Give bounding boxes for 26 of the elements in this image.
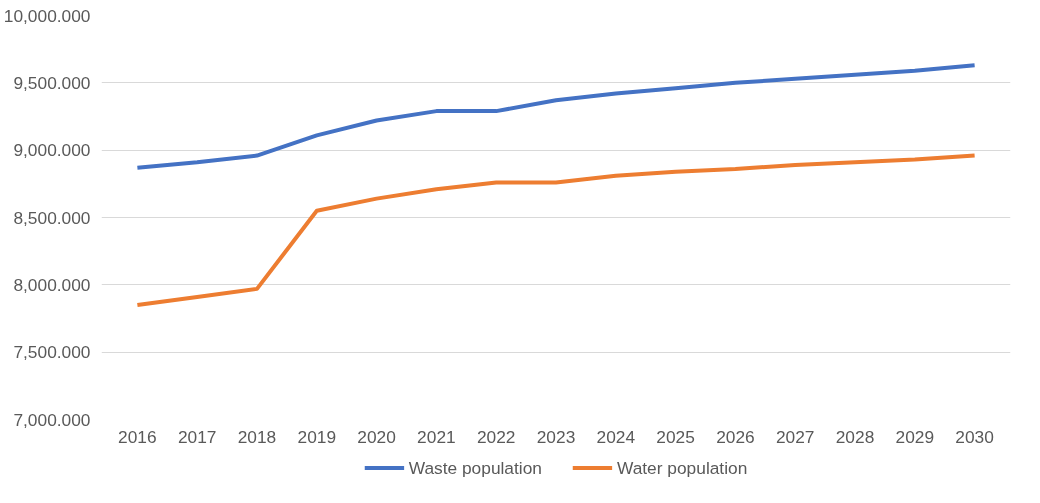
x-tick-label: 2027 (775, 426, 815, 447)
line-series (135, 153, 977, 308)
line-series (135, 63, 977, 170)
x-tick-label: 2023 (536, 426, 576, 447)
x-tick-label: 2017 (177, 426, 217, 447)
legend-label: Waste population (408, 457, 542, 478)
x-tick-label: 2024 (596, 426, 636, 447)
y-tick-label: 7,500.000 (13, 342, 91, 363)
x-tick-label: 2019 (297, 426, 337, 447)
x-tick-label: 2026 (716, 426, 755, 447)
x-tick-label: 2028 (835, 426, 875, 447)
x-tick-label: 2020 (357, 426, 396, 447)
y-tick-label: 9,500.000 (13, 72, 91, 93)
x-tick-label: 2030 (955, 426, 994, 447)
x-tick-label: 2018 (237, 426, 277, 447)
x-tick-label: 2022 (476, 426, 516, 447)
x-tick-label: 2025 (656, 426, 695, 447)
y-tick-label: 8,000.000 (13, 274, 91, 295)
legend-label: Water population (616, 457, 748, 478)
y-tick-label: 7,000.000 (13, 409, 91, 430)
y-tick-label: 9,000.000 (13, 140, 91, 161)
x-tick-label: 2029 (895, 426, 935, 447)
x-tick-label: 2016 (118, 426, 157, 447)
y-tick-label: 10,000.000 (3, 5, 91, 26)
y-tick-label: 8,500.000 (13, 207, 91, 228)
x-tick-label: 2021 (417, 426, 456, 447)
